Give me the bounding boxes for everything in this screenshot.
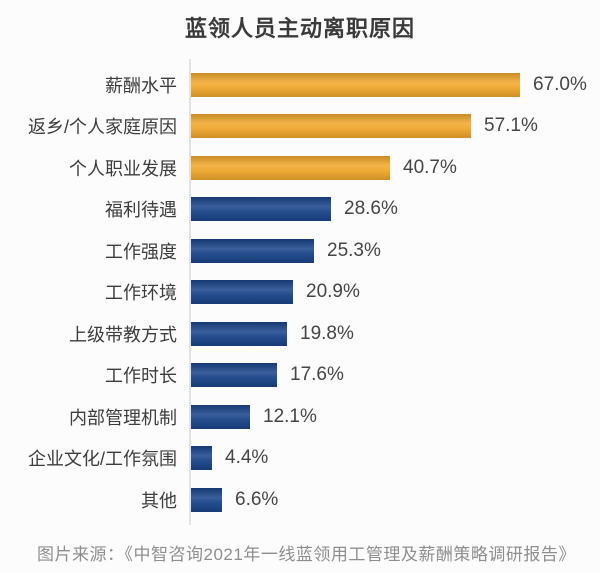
- bar-row: 返乡/个人家庭原因 57.1%: [0, 106, 600, 148]
- bar: [190, 321, 287, 346]
- bar: [190, 238, 314, 263]
- category-label: 上级带教方式: [69, 324, 177, 345]
- bar-row: 工作强度 25.3%: [0, 230, 600, 272]
- category-label: 工作时长: [105, 366, 177, 387]
- bar-chart: 薪酬水平 67.0% 返乡/个人家庭原因 57.1% 个人职业发展 40.7% …: [0, 59, 600, 525]
- bar-row: 薪酬水平 67.0%: [0, 64, 600, 106]
- category-label: 返乡/个人家庭原因: [27, 117, 177, 138]
- bar-row: 福利待遇 28.6%: [0, 189, 600, 231]
- chart-title: 蓝领人员主动离职原因: [184, 16, 415, 41]
- value-label: 20.9%: [306, 281, 360, 303]
- value-label: 28.6%: [344, 198, 398, 220]
- bar-row: 工作环境 20.9%: [0, 272, 600, 314]
- category-label: 其他: [141, 490, 177, 511]
- value-label: 17.6%: [290, 364, 344, 386]
- bar-row: 工作时长 17.6%: [0, 355, 600, 397]
- source-note: 图片来源：《中智咨询2021年一线蓝领用工管理及薪酬策略调研报告》: [37, 544, 576, 564]
- category-label: 个人职业发展: [69, 158, 177, 179]
- category-label: 福利待遇: [105, 200, 177, 221]
- bar: [190, 197, 331, 222]
- bar-row: 个人职业发展 40.7%: [0, 147, 600, 189]
- value-label: 67.0%: [533, 73, 587, 95]
- value-label: 57.1%: [484, 115, 538, 137]
- bar: [190, 446, 212, 471]
- bar-row: 企业文化/工作氛围 4.4%: [0, 438, 600, 480]
- value-label: 12.1%: [263, 405, 317, 427]
- bar: [190, 363, 277, 388]
- bar: [190, 72, 520, 97]
- category-label: 薪酬水平: [105, 75, 177, 96]
- value-label: 25.3%: [327, 239, 381, 261]
- bar: [190, 404, 250, 429]
- category-label: 内部管理机制: [69, 407, 177, 428]
- value-label: 19.8%: [300, 322, 354, 344]
- category-label: 工作环境: [105, 283, 177, 304]
- bar: [190, 280, 293, 305]
- value-label: 6.6%: [235, 488, 279, 510]
- value-label: 40.7%: [403, 156, 457, 178]
- bar: [190, 114, 471, 139]
- y-axis-line: [189, 59, 191, 525]
- bar-row: 上级带教方式 19.8%: [0, 313, 600, 355]
- category-label: 企业文化/工作氛围: [27, 449, 177, 470]
- bar-row: 其他 6.6%: [0, 479, 600, 521]
- bar: [190, 487, 222, 512]
- bar: [190, 155, 390, 180]
- category-label: 工作强度: [105, 241, 177, 262]
- value-label: 4.4%: [225, 447, 269, 469]
- bar-row: 内部管理机制 12.1%: [0, 396, 600, 438]
